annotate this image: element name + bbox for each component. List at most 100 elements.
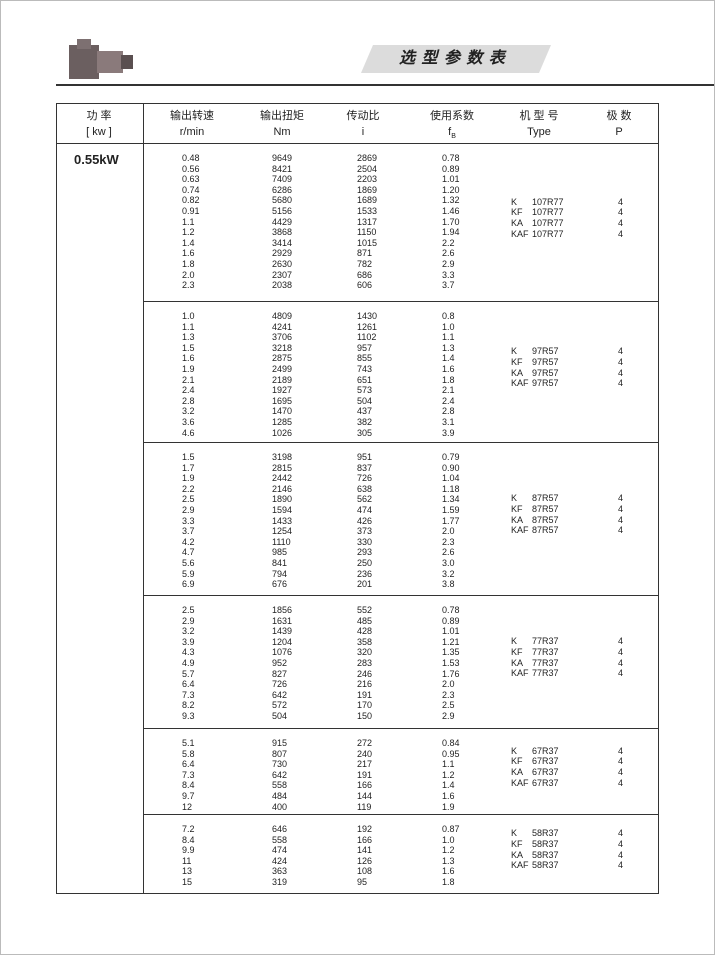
group-divider bbox=[143, 442, 658, 443]
cell: 474 bbox=[272, 845, 288, 856]
cell: 3.2 bbox=[182, 406, 195, 417]
cell: 1150 bbox=[357, 227, 377, 238]
cell: 5680 bbox=[272, 195, 293, 206]
cell: 1317 bbox=[357, 216, 378, 227]
cell: 144 bbox=[357, 791, 373, 801]
cell: 305 bbox=[357, 427, 373, 438]
cell: 8421 bbox=[272, 163, 293, 174]
cell: 1695 bbox=[272, 395, 293, 406]
model-cell: 4 bbox=[618, 503, 624, 514]
cell: 2.6 bbox=[442, 547, 455, 558]
cell: 985 bbox=[272, 547, 288, 558]
cell: 1439 bbox=[272, 626, 293, 637]
cell: 0.90 bbox=[442, 462, 460, 473]
cell: 638 bbox=[357, 483, 373, 494]
cell: 1.1 bbox=[182, 321, 195, 332]
cell: 504 bbox=[272, 711, 288, 721]
model-cell: KAF bbox=[511, 378, 529, 389]
cell: 1.59 bbox=[442, 505, 460, 515]
cell: 827 bbox=[272, 668, 288, 679]
cell: 0.84 bbox=[442, 738, 460, 748]
cell: 166 bbox=[357, 834, 373, 845]
cell: 2.8 bbox=[182, 395, 195, 406]
model-cell: K bbox=[511, 196, 518, 207]
cell: 108 bbox=[357, 866, 373, 877]
cell: 5156 bbox=[272, 206, 293, 216]
cell: 3.6 bbox=[182, 417, 195, 427]
group-divider bbox=[143, 814, 658, 815]
model-cell: 58R37 bbox=[532, 849, 559, 860]
cell: 2.1 bbox=[442, 385, 455, 396]
model-cell: 107R77 bbox=[532, 207, 564, 218]
model-cell: 4 bbox=[618, 777, 624, 788]
cell: 676 bbox=[272, 579, 288, 590]
model-cell: 67R37 bbox=[532, 777, 559, 788]
cell: 855 bbox=[357, 353, 373, 364]
cell: 1.3 bbox=[182, 332, 195, 343]
cell: 0.89 bbox=[442, 615, 460, 626]
cell: 2.4 bbox=[442, 395, 455, 406]
cell: 2.6 bbox=[442, 248, 455, 259]
cell: 119 bbox=[357, 801, 372, 812]
cell: 363 bbox=[272, 866, 288, 877]
model-cell: 97R57 bbox=[532, 378, 559, 389]
cell: 1285 bbox=[272, 417, 293, 427]
cell: 126 bbox=[357, 855, 373, 866]
cell: 1.94 bbox=[442, 227, 460, 238]
product-icon bbox=[69, 39, 133, 79]
cell: 6.4 bbox=[182, 759, 195, 770]
column-title: 功 率 bbox=[86, 110, 112, 122]
cell: 150 bbox=[357, 711, 373, 721]
cell: 2.5 bbox=[182, 494, 195, 505]
cell: 141 bbox=[357, 845, 373, 856]
cell: 293 bbox=[357, 547, 373, 558]
model-cell: 4 bbox=[618, 745, 624, 756]
cell: 837 bbox=[357, 462, 373, 473]
cell: 2815 bbox=[272, 462, 293, 473]
model-cell: KAF bbox=[511, 228, 529, 239]
cell: 2189 bbox=[272, 374, 293, 385]
cell: 3198 bbox=[272, 452, 293, 462]
cell: 0.87 bbox=[442, 824, 460, 834]
cell: 726 bbox=[357, 473, 373, 484]
cell: 246 bbox=[357, 668, 373, 679]
cell: 283 bbox=[357, 658, 373, 668]
cell: 1076 bbox=[272, 647, 293, 658]
column-unit: P bbox=[615, 126, 623, 138]
cell: 1.3 bbox=[442, 855, 455, 866]
cell: 2.9 bbox=[182, 615, 195, 626]
model-cell: 4 bbox=[618, 346, 624, 357]
cell: 726 bbox=[272, 679, 288, 690]
model-cell: 4 bbox=[618, 860, 624, 871]
model-cell: KF bbox=[511, 356, 523, 367]
column-title: 输出扭矩 bbox=[260, 110, 304, 122]
model-cell: 4 bbox=[618, 228, 624, 239]
column-title: 传动比 bbox=[346, 110, 380, 122]
cell: 4.2 bbox=[182, 536, 195, 547]
cell: 250 bbox=[357, 558, 373, 568]
cell: 642 bbox=[272, 769, 288, 780]
cell: 572 bbox=[272, 700, 288, 711]
table-border bbox=[56, 893, 659, 894]
cell: 428 bbox=[357, 626, 373, 637]
cell: 0.78 bbox=[442, 153, 460, 163]
cell: 1.0 bbox=[442, 321, 455, 332]
cell: 651 bbox=[357, 374, 373, 385]
cell: 319 bbox=[272, 877, 288, 887]
cell: 2.3 bbox=[182, 280, 195, 291]
cell: 7.3 bbox=[182, 689, 195, 700]
cell: 437 bbox=[357, 406, 373, 417]
cell: 3.3 bbox=[182, 515, 195, 526]
cell: 1254 bbox=[272, 526, 293, 537]
cell: 236 bbox=[357, 568, 373, 579]
cell: 216 bbox=[357, 679, 373, 690]
cell: 11 bbox=[182, 855, 192, 866]
cell: 1.7 bbox=[182, 462, 195, 473]
cell: 562 bbox=[357, 494, 373, 505]
cell: 646 bbox=[272, 824, 288, 834]
cell: 0.63 bbox=[182, 174, 200, 185]
cell: 4.3 bbox=[182, 647, 195, 658]
model-cell: 4 bbox=[618, 646, 624, 657]
column-unit: Type bbox=[527, 126, 551, 138]
cell: 2875 bbox=[272, 353, 293, 364]
